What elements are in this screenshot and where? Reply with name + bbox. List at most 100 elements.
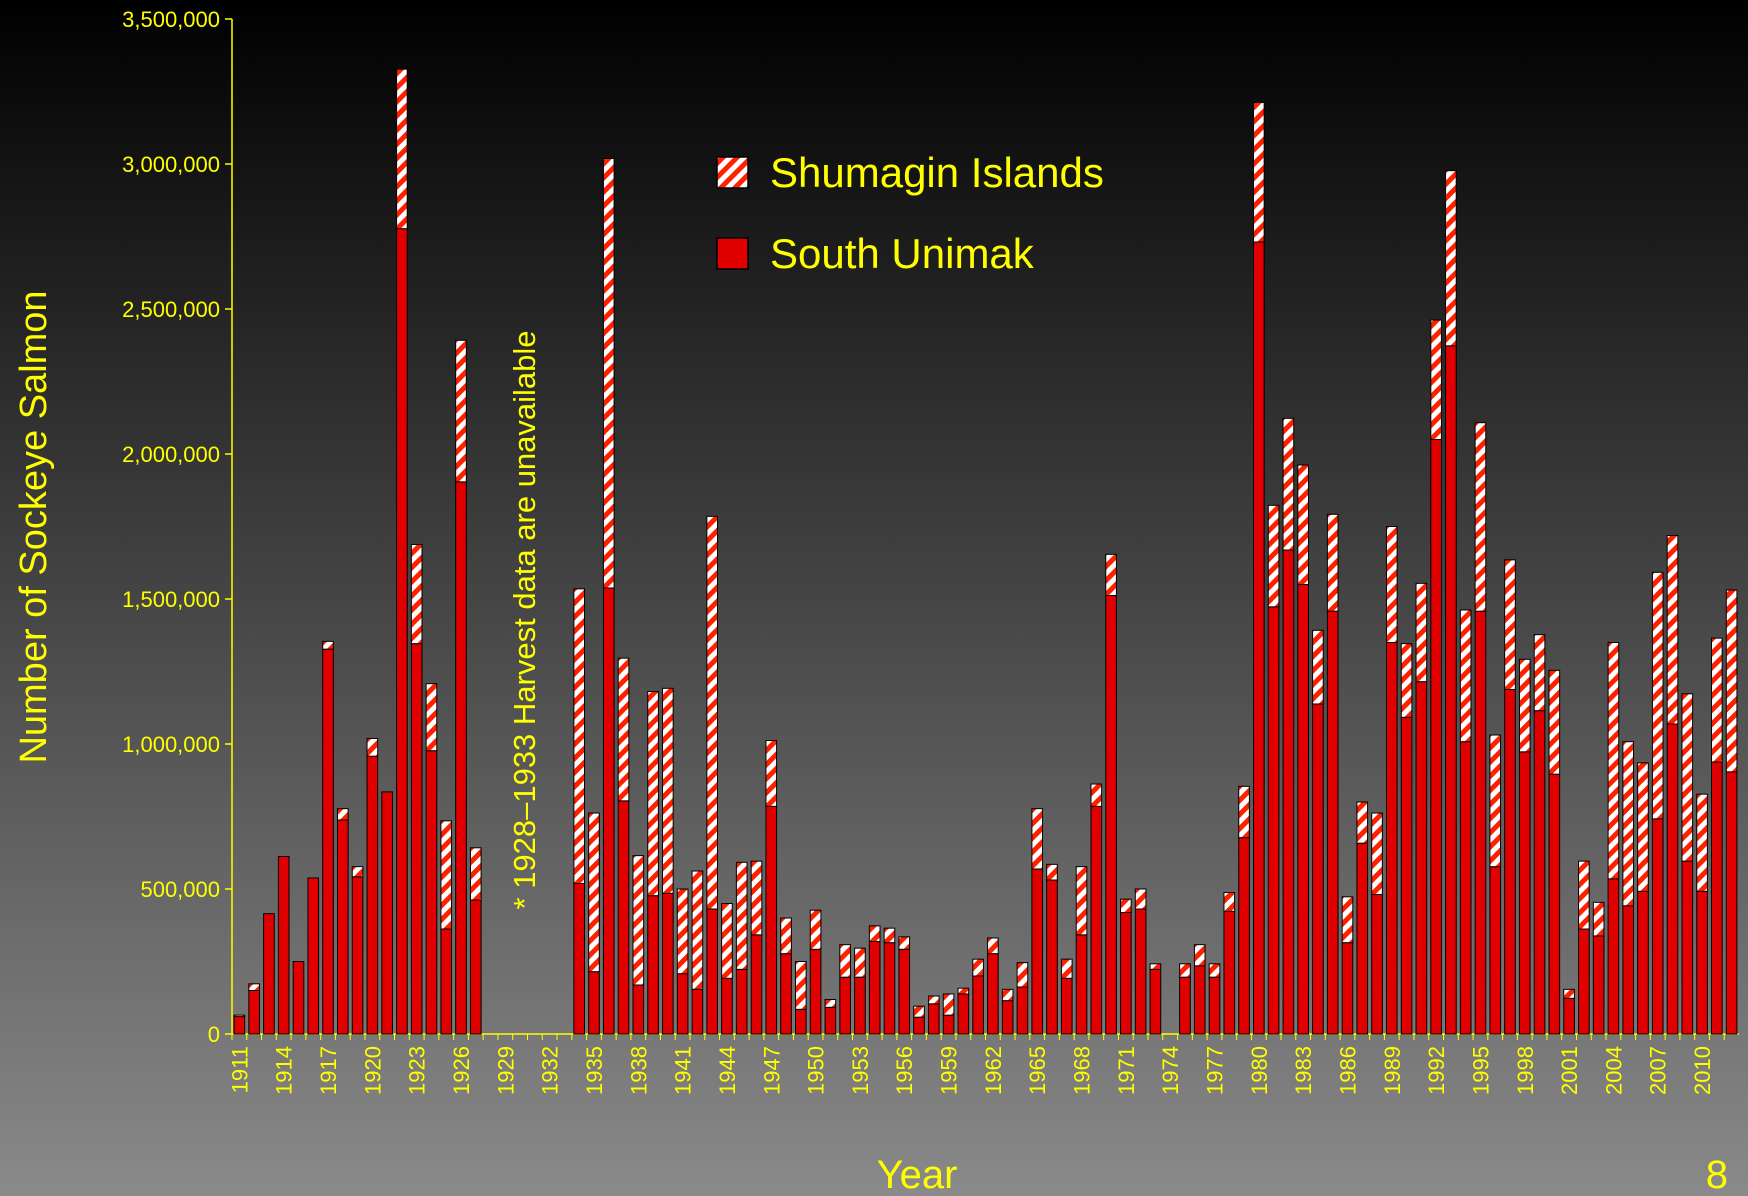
bar-segment [1563, 997, 1575, 1035]
bar-segment [1681, 860, 1694, 1035]
bar-segment [1046, 879, 1058, 1035]
x-tick-label: 1953 [848, 1046, 873, 1095]
bar-segment [1031, 868, 1044, 1035]
bar-segment [1711, 761, 1723, 1035]
bar-segment [1651, 818, 1664, 1035]
x-tick-label: 1962 [981, 1046, 1006, 1095]
bar-segment [662, 687, 674, 894]
bar-segment [794, 961, 807, 1010]
x-tick-label: 1950 [804, 1046, 829, 1095]
bar-segment [1637, 762, 1649, 892]
bar-segment [1459, 609, 1472, 743]
bar-segment [721, 977, 733, 1035]
bar-segment [1681, 693, 1694, 862]
bar-segment [351, 876, 364, 1035]
x-tick-label: 2004 [1601, 1046, 1626, 1095]
bar-segment [1637, 890, 1649, 1035]
bar-segment [1134, 908, 1147, 1035]
bar-segment [1208, 963, 1221, 978]
bar-segment [1385, 642, 1398, 1035]
bar-segment [351, 866, 364, 878]
bar-segment [1253, 102, 1265, 243]
bar-segment [1075, 934, 1088, 1035]
bar-segment [1267, 606, 1280, 1035]
bar-segment [1312, 703, 1324, 1035]
bar-segment [750, 860, 763, 936]
bar-segment [809, 948, 822, 1035]
bar-segment [588, 812, 600, 973]
bar-segment [1046, 863, 1058, 881]
x-tick-label: 1995 [1468, 1046, 1493, 1095]
bar-segment [1267, 504, 1280, 608]
bar-segment [233, 1016, 246, 1035]
bar-segment [691, 870, 704, 990]
bar-segment [1149, 968, 1162, 1035]
y-axis-title: Number of Sockeye Salmon [13, 290, 55, 763]
annotation: * 1928–1933 Harvest data are unavailable [507, 330, 542, 909]
bar-segment [322, 640, 334, 650]
bar-segment [1607, 878, 1620, 1035]
bar-segment [1356, 842, 1369, 1035]
bar-segment [957, 993, 970, 1035]
bar-segment [780, 917, 792, 955]
bar-segment [440, 820, 453, 930]
y-tick-label: 2,500,000 [122, 297, 220, 322]
bar-segment [1016, 986, 1029, 1035]
bar-segment [322, 648, 334, 1035]
bar-segment [913, 1016, 925, 1035]
bar-segment [602, 157, 615, 589]
bar-segment [765, 805, 778, 1035]
x-tick-label: 1968 [1070, 1046, 1095, 1095]
bar-segment [972, 975, 984, 1035]
bar-segment [883, 942, 896, 1035]
bar-segment [676, 888, 689, 975]
bar-segment [233, 1014, 246, 1018]
x-tick-label: 1914 [272, 1046, 297, 1095]
bar-segment [1400, 716, 1413, 1035]
bar-segment [927, 995, 940, 1005]
bar-segment [1415, 582, 1428, 683]
bar-segment [750, 934, 763, 1035]
x-tick-label: 1923 [405, 1046, 430, 1095]
bar-segment [366, 737, 379, 757]
bar-segment [1060, 977, 1073, 1035]
x-tick-label: 1947 [759, 1046, 784, 1095]
bar-segment [721, 903, 733, 979]
bar-segment [706, 515, 718, 910]
bar-segment [425, 750, 438, 1035]
x-tick-label: 1929 [493, 1046, 518, 1095]
x-tick-label: 1938 [626, 1046, 651, 1095]
x-tick-label: 1917 [316, 1046, 341, 1095]
bar-segment [1578, 928, 1590, 1035]
x-tick-label: 1935 [582, 1046, 607, 1095]
bar-segment [1179, 963, 1191, 978]
x-tick-label: 1992 [1424, 1046, 1449, 1095]
bar-segment [455, 339, 467, 483]
bar-segment [1592, 901, 1605, 937]
bar-segment [277, 856, 290, 1035]
bar-segment [1238, 785, 1250, 839]
bar-segment [588, 971, 600, 1035]
bar-segment [1075, 866, 1088, 936]
bar-segment [1326, 513, 1339, 612]
bar-segment [1489, 734, 1502, 868]
bar-segment [469, 847, 482, 901]
bar-segment [1518, 658, 1531, 753]
x-tick-label: 1926 [449, 1046, 474, 1095]
bar-segment [647, 895, 659, 1035]
y-tick-label: 500,000 [140, 877, 220, 902]
bar-segment [972, 958, 984, 977]
x-tick-label: 1941 [671, 1046, 696, 1095]
x-tick-label: 1977 [1203, 1046, 1228, 1095]
bar-segment [1400, 643, 1413, 718]
bar-segment [1666, 534, 1679, 725]
bar-segment [1504, 688, 1516, 1035]
legend-label: Shumagin Islands [770, 149, 1104, 196]
bar-segment [617, 800, 630, 1035]
y-tick-label: 2,000,000 [122, 442, 220, 467]
bar-segment [1060, 958, 1073, 979]
bar-segment [824, 998, 837, 1008]
x-tick-label: 1920 [360, 1046, 385, 1095]
bar-segment [1297, 584, 1309, 1035]
bar-segment [987, 937, 999, 955]
